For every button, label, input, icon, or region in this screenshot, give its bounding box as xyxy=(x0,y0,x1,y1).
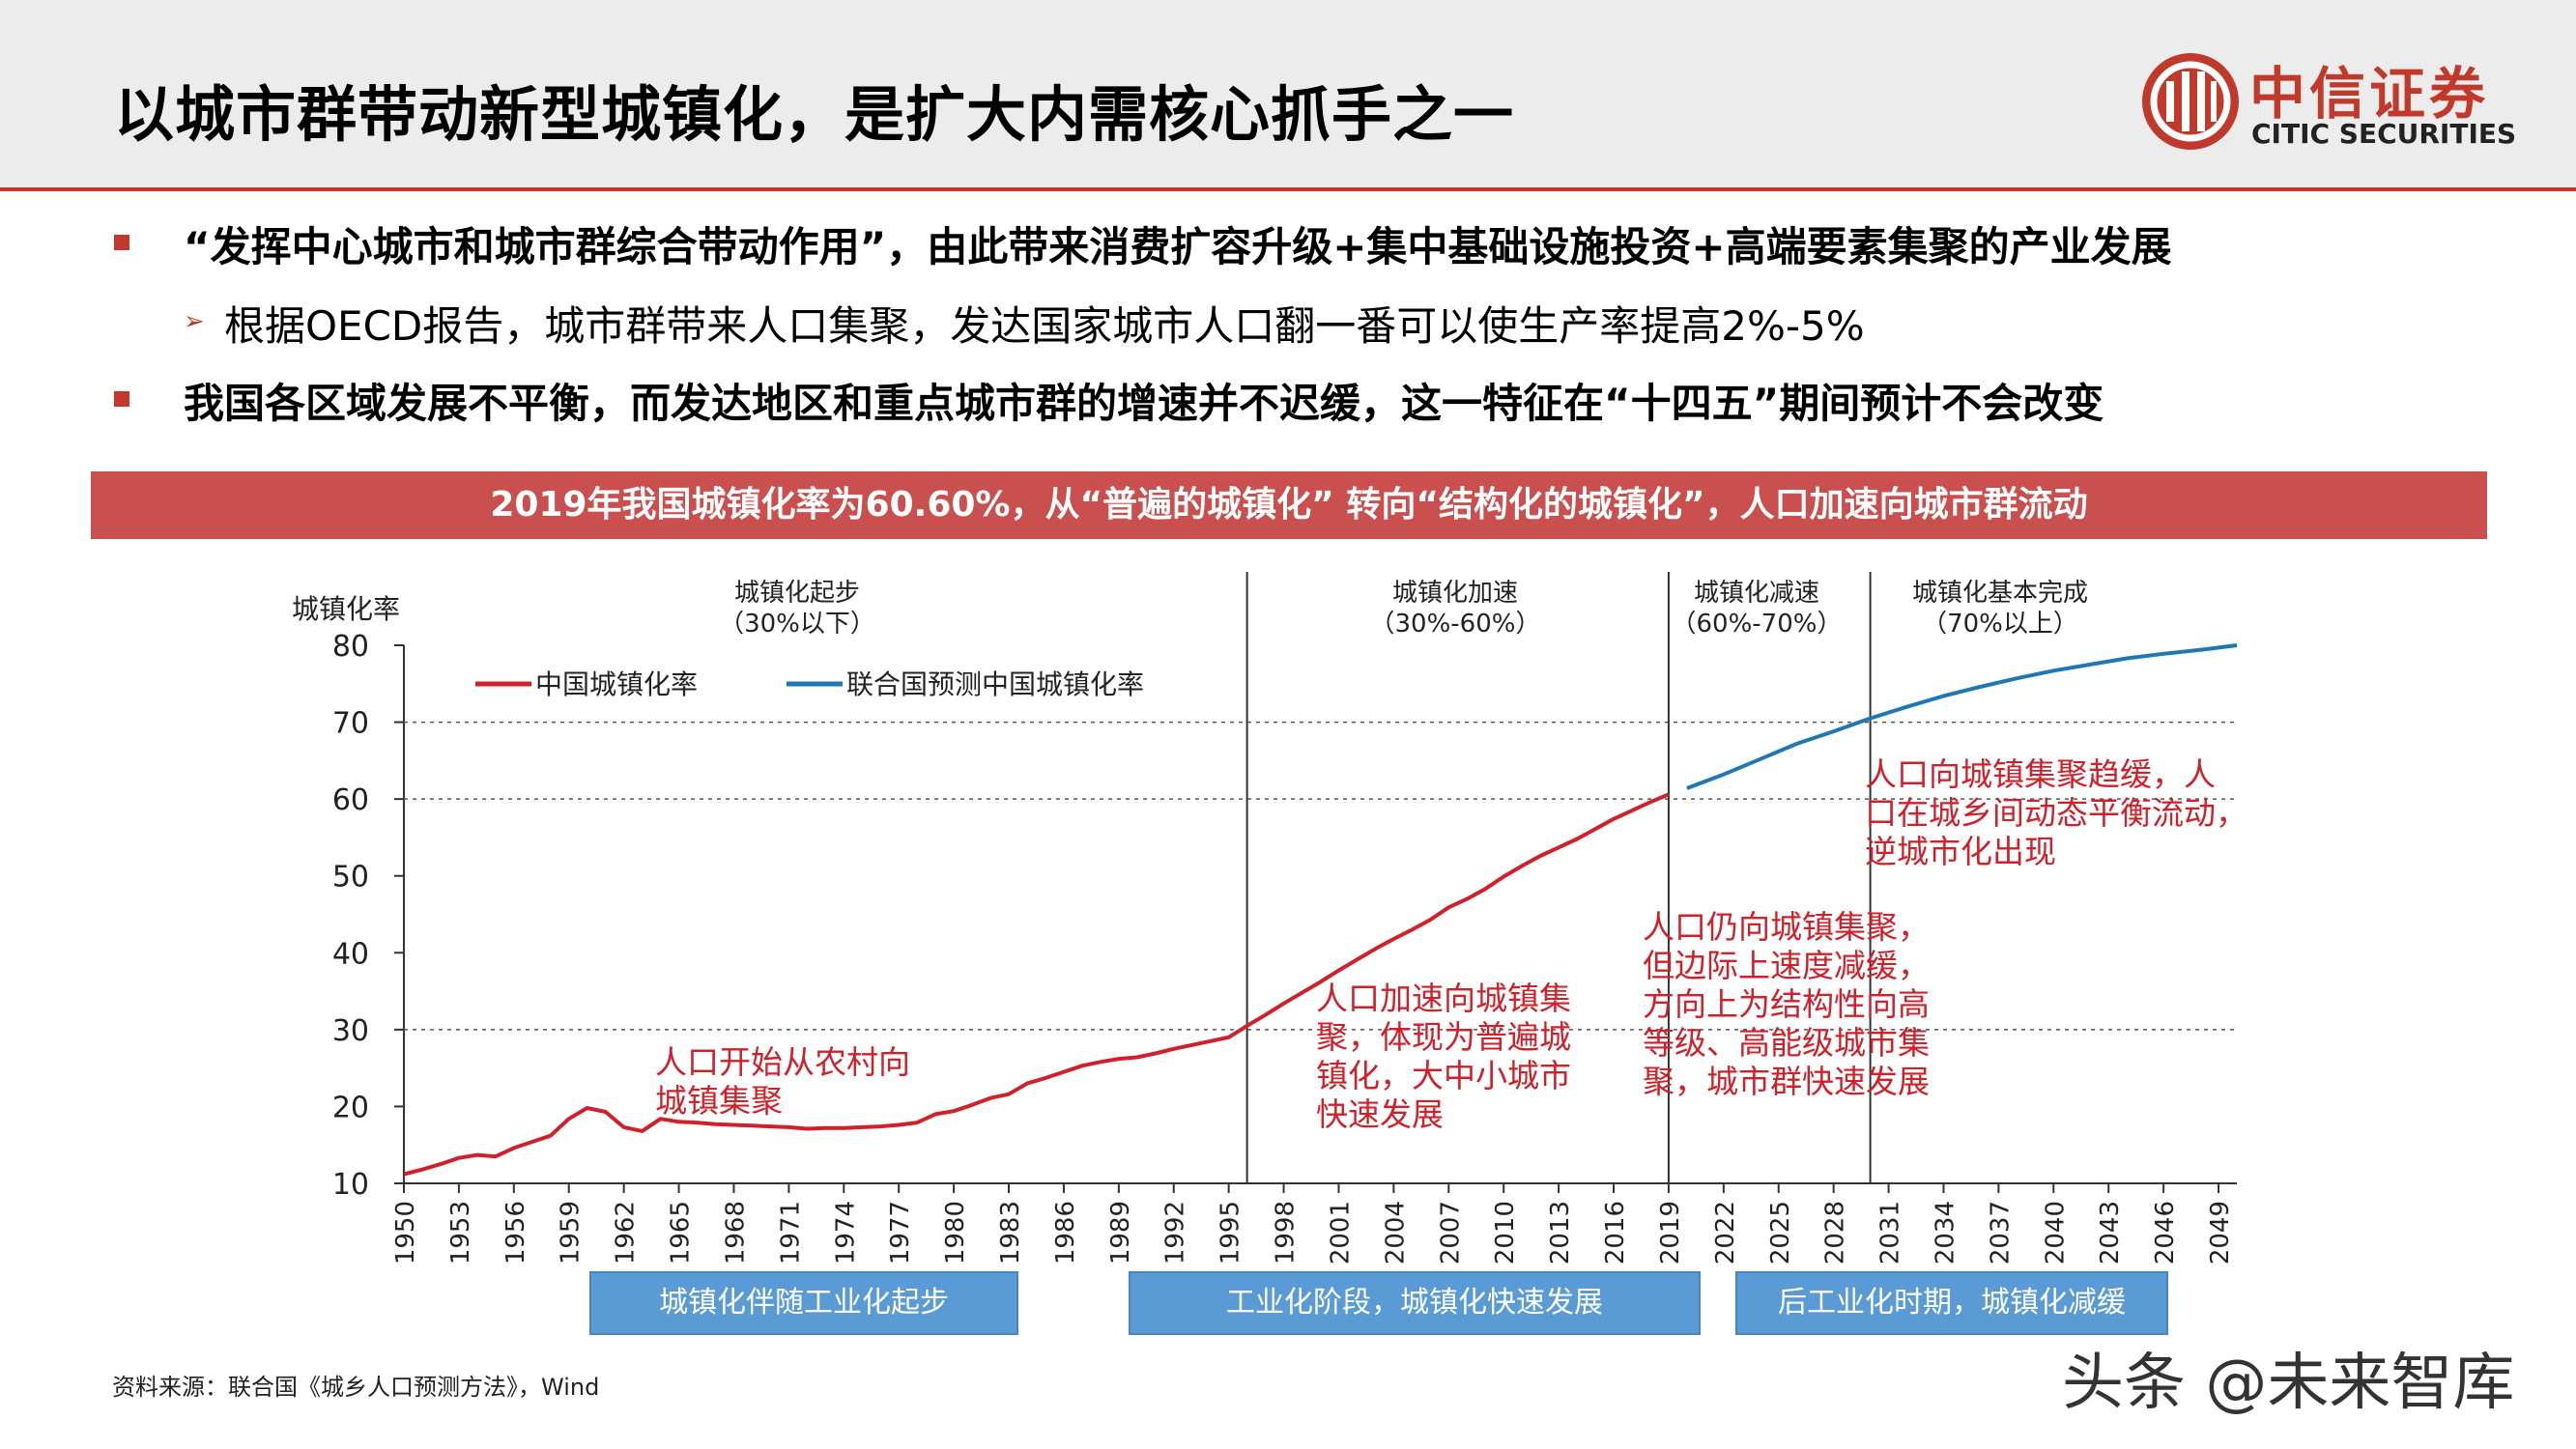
x-tick-label: 2010 xyxy=(1491,1201,1520,1264)
x-tick-label: 1983 xyxy=(996,1201,1025,1264)
y-tick-label: 60 xyxy=(332,783,369,817)
watermark: 头条 @未来智库 xyxy=(2062,1348,2515,1419)
x-tick-label: 2013 xyxy=(1546,1201,1575,1264)
annotation-line: 方向上为结构性向高 xyxy=(1643,985,1930,1023)
x-tick-label: 2022 xyxy=(1711,1201,1740,1264)
x-tick-label: 1995 xyxy=(1216,1201,1245,1264)
y-tick-label: 50 xyxy=(332,861,369,895)
annotation-line: 人口加速向城镇集 xyxy=(1316,980,1571,1017)
x-tick-label: 2001 xyxy=(1326,1201,1355,1264)
x-tick-label: 2046 xyxy=(2151,1201,2180,1264)
annotation-line: 聚，城市群快速发展 xyxy=(1643,1063,1930,1100)
x-tick-label: 2043 xyxy=(2096,1201,2125,1264)
phase-label-completion: 城镇化基本完成 （70%以上） xyxy=(1855,578,2145,639)
x-tick-label: 1977 xyxy=(886,1201,915,1264)
y-tick-label: 10 xyxy=(332,1168,369,1202)
phase-range: （30%-60%） xyxy=(1369,610,1541,639)
y-axis-label: 城镇化率 xyxy=(292,593,400,625)
x-tick-label: 2004 xyxy=(1381,1201,1410,1264)
stage-box-post-industrial: 后工业化时期，城镇化减缓 xyxy=(1735,1271,2168,1335)
x-tick-label: 1968 xyxy=(721,1201,750,1264)
logo-chinese-name: 中信证券 xyxy=(2249,61,2490,127)
annotation-line: 逆城市化出现 xyxy=(1865,833,2056,870)
annotation-early: 人口开始从农村向 城镇集聚 xyxy=(655,1043,910,1121)
annotation-completion: 人口向城镇集聚趋缓，人 口在城乡间动态平衡流动， 逆城市化出现 xyxy=(1865,755,2247,871)
annotation-line: 聚，体现为普遍城 xyxy=(1316,1018,1571,1056)
phase-title: 城镇化减速 xyxy=(1693,579,1819,608)
stage-box-industrialization-start: 城镇化伴随工业化起步 xyxy=(589,1271,1018,1335)
annotation-line: 但边际上速度减缓， xyxy=(1643,947,1930,984)
x-tick-label: 1992 xyxy=(1161,1201,1190,1264)
x-tick-label: 1956 xyxy=(501,1201,530,1264)
x-tick-label: 1989 xyxy=(1106,1201,1135,1264)
x-tick-label: 2031 xyxy=(1876,1201,1905,1264)
header-divider xyxy=(0,187,2576,191)
phase-range: （30%以下） xyxy=(719,610,875,639)
annotation-line: 等级、高能级城市集 xyxy=(1643,1024,1930,1062)
x-tick-label: 2049 xyxy=(2206,1201,2235,1264)
phase-label-deceleration: 城镇化减速 （60%-70%） xyxy=(1612,578,1902,639)
bullet-arrow-icon: ➢ xyxy=(184,307,205,336)
x-tick-label: 1986 xyxy=(1051,1201,1080,1264)
x-tick-label: 2040 xyxy=(2041,1201,2070,1264)
phase-range: （60%-70%） xyxy=(1671,610,1843,639)
x-tick-label: 1965 xyxy=(667,1201,696,1264)
bullet-square-icon xyxy=(114,391,129,407)
bullet-square-icon xyxy=(114,235,129,250)
annotation-line: 人口向城镇集聚趋缓，人 xyxy=(1865,755,2216,793)
x-tick-label: 1980 xyxy=(941,1201,970,1264)
x-tick-label: 1962 xyxy=(612,1201,641,1264)
phase-title: 城镇化基本完成 xyxy=(1911,579,2088,608)
y-tick-label: 20 xyxy=(332,1091,369,1124)
x-tick-label: 1998 xyxy=(1272,1201,1301,1264)
citic-logo: 中信证券 CITIC SECURITIES xyxy=(2137,48,2517,155)
citic-emblem-icon xyxy=(2142,53,2239,150)
x-tick-label: 2016 xyxy=(1601,1201,1630,1264)
annotation-line: 快速发展 xyxy=(1316,1095,1444,1133)
logo-english-name: CITIC SECURITIES xyxy=(2251,118,2517,150)
x-tick-label: 1974 xyxy=(831,1201,860,1264)
series-line-1 xyxy=(1686,643,2238,790)
x-tick-label: 1950 xyxy=(391,1201,420,1264)
phase-range: （70%以上） xyxy=(1922,610,2078,639)
page-title: 以城市群带动新型城镇化，是扩大内需核心抓手之一 xyxy=(114,79,1515,150)
annotation-acceleration: 人口加速向城镇集 聚，体现为普遍城 镇化，大中小城市 快速发展 xyxy=(1316,980,1571,1134)
x-tick-label: 2025 xyxy=(1766,1201,1795,1264)
x-tick-label: 1959 xyxy=(557,1201,586,1264)
phase-label-start: 城镇化起步 （30%以下） xyxy=(652,578,942,639)
source-note: 资料来源：联合国《城乡人口预测方法》，Wind xyxy=(112,1374,600,1401)
annotation-line: 城镇集聚 xyxy=(655,1082,783,1120)
phase-title: 城镇化加速 xyxy=(1391,579,1518,608)
legend-label: 联合国预测中国城镇化率 xyxy=(846,668,1144,700)
x-tick-label: 2007 xyxy=(1436,1201,1465,1264)
phase-title: 城镇化起步 xyxy=(733,579,860,608)
annotation-line: 口在城乡间动态平衡流动， xyxy=(1865,794,2247,832)
annotation-line: 人口仍向城镇集聚， xyxy=(1643,908,1930,946)
annotation-line: 镇化，大中小城市 xyxy=(1316,1057,1571,1094)
annotation-line: 人口开始从农村向 xyxy=(655,1043,910,1081)
y-tick-label: 80 xyxy=(332,630,369,664)
series-line-0 xyxy=(403,792,1670,1177)
chart-banner: 2019年我国城镇化率为60.60%，从“普遍的城镇化” 转向“结构化的城镇化”… xyxy=(91,471,2487,539)
x-tick-label: 1953 xyxy=(446,1201,475,1264)
stage-box-industrialization: 工业化阶段，城镇化快速发展 xyxy=(1129,1271,1701,1335)
y-tick-label: 30 xyxy=(332,1014,369,1048)
annotation-deceleration: 人口仍向城镇集聚， 但边际上速度减缓， 方向上为结构性向高 等级、高能级城市集 … xyxy=(1643,908,1930,1101)
x-tick-label: 2037 xyxy=(1986,1201,2015,1264)
x-tick-label: 2019 xyxy=(1656,1201,1685,1264)
x-tick-label: 2028 xyxy=(1821,1201,1850,1264)
bullet-2: 我国各区域发展不平衡，而发达地区和重点城市群的增速并不迟缓，这一特征在“十四五”… xyxy=(184,380,2104,427)
x-tick-label: 1971 xyxy=(776,1201,805,1264)
y-tick-label: 70 xyxy=(332,707,369,741)
bullet-1: “发挥中心城市和城市群综合带动作用”，由此带来消费扩容升级+集中基础设施投资+高… xyxy=(184,223,2172,270)
x-tick-label: 2034 xyxy=(1931,1201,1960,1264)
y-tick-label: 40 xyxy=(332,937,369,971)
phase-label-acceleration: 城镇化加速 （30%-60%） xyxy=(1310,578,1600,639)
legend-label: 中国城镇化率 xyxy=(535,668,698,700)
sub-bullet-1: 根据OECD报告，城市群带来人口集聚，发达国家城市人口翻一番可以使生产率提高2%… xyxy=(224,302,1865,350)
